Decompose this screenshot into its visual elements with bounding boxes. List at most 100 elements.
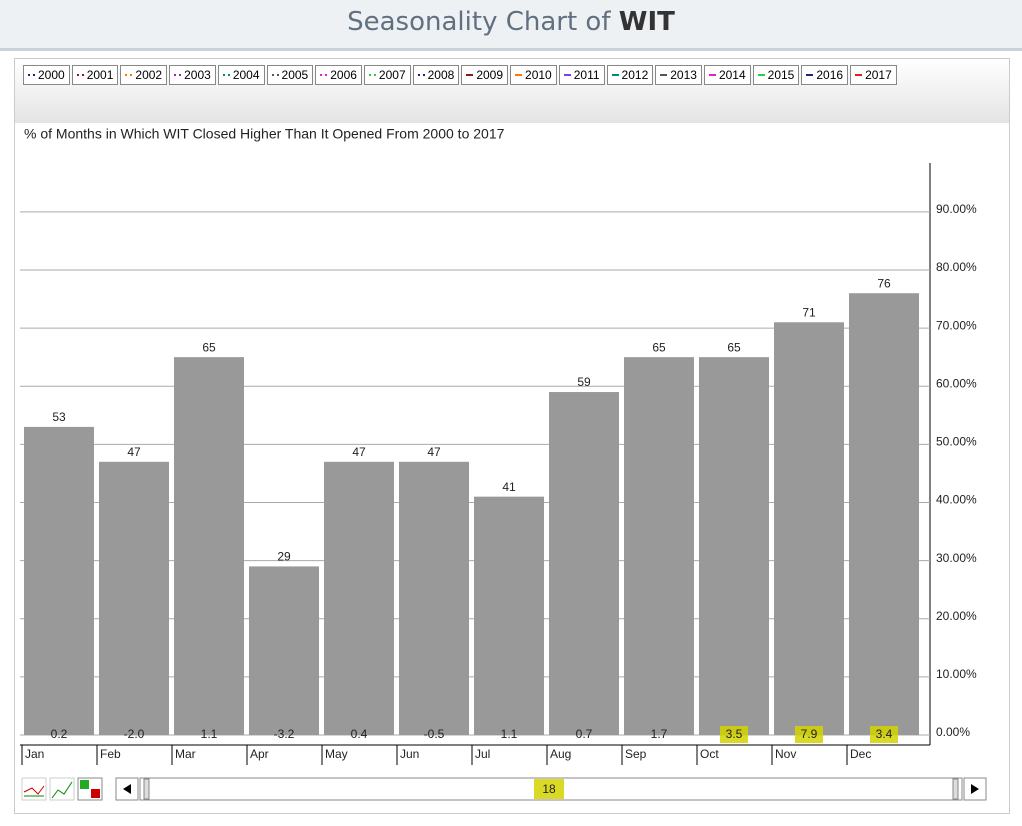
average-return-label: 3.4 bbox=[876, 727, 893, 741]
legend-swatch bbox=[320, 74, 328, 76]
legend-swatch bbox=[174, 74, 182, 76]
header: Seasonality Chart of WIT bbox=[0, 0, 1022, 51]
average-return-label: 0.2 bbox=[51, 727, 68, 741]
y-tick-label: 0.00% bbox=[936, 725, 970, 739]
legend-item[interactable]: 2000 bbox=[23, 65, 70, 85]
value-label: 41 bbox=[502, 480, 516, 494]
x-tick-label: May bbox=[325, 747, 348, 761]
x-tick-label: Oct bbox=[700, 747, 719, 761]
y-tick-label: 40.00% bbox=[936, 493, 977, 507]
legend-item[interactable]: 2010 bbox=[510, 65, 557, 85]
legend-swatch bbox=[466, 74, 474, 76]
legend-label: 2004 bbox=[232, 68, 260, 82]
legend-swatch bbox=[28, 74, 35, 76]
legend-item[interactable]: 2016 bbox=[801, 65, 849, 85]
x-tick-label: Jan bbox=[25, 747, 44, 761]
legend-item[interactable]: 2017 bbox=[850, 65, 897, 85]
bar bbox=[549, 392, 619, 735]
legend-label: 2006 bbox=[330, 68, 357, 82]
value-label: 65 bbox=[652, 340, 666, 354]
legend-item[interactable]: 2008 bbox=[412, 65, 460, 85]
legend-swatch bbox=[806, 74, 814, 76]
legend-item[interactable]: 2013 bbox=[655, 65, 702, 85]
value-label: 53 bbox=[52, 410, 66, 424]
average-return-label: 7.9 bbox=[801, 727, 818, 741]
highlight bbox=[534, 779, 564, 799]
x-tick-label: Jun bbox=[400, 747, 419, 761]
legend-label: 2001 bbox=[86, 68, 114, 82]
legend-swatch bbox=[855, 74, 863, 76]
legend-swatch bbox=[660, 74, 668, 76]
legend-item[interactable]: 2001 bbox=[71, 65, 119, 85]
y-tick-label: 60.00% bbox=[936, 376, 977, 390]
title: Seasonality Chart of bbox=[347, 7, 611, 37]
legend-item[interactable]: 2006 bbox=[315, 65, 362, 85]
chart-subtitle: % of Months in Which WIT Closed Higher T… bbox=[24, 126, 505, 142]
legend-item[interactable]: 2002 bbox=[120, 65, 168, 85]
average-return-label: 1.1 bbox=[501, 727, 518, 741]
x-tick-label: Apr bbox=[250, 747, 269, 761]
bar bbox=[474, 496, 544, 735]
average-return-label: -0.5 bbox=[424, 727, 445, 741]
legend-swatch bbox=[125, 74, 133, 76]
bar bbox=[399, 461, 469, 735]
legend-swatch bbox=[271, 74, 279, 76]
bar bbox=[324, 461, 394, 735]
value-label: 59 bbox=[577, 375, 591, 389]
y-tick-label: 70.00% bbox=[936, 318, 977, 332]
x-tick-label: Feb bbox=[100, 747, 121, 761]
ticker: WIT bbox=[618, 7, 675, 37]
legend-label: 2008 bbox=[427, 68, 455, 82]
bar bbox=[249, 566, 319, 735]
x-tick-label: Jul bbox=[475, 747, 490, 761]
legend-swatch bbox=[611, 74, 619, 76]
bar bbox=[174, 357, 244, 735]
average-return-label: 3.5 bbox=[726, 727, 743, 741]
legend-swatch bbox=[515, 74, 523, 76]
x-tick-label: Mar bbox=[175, 747, 196, 761]
legend-item[interactable]: 2003 bbox=[169, 65, 216, 85]
legend-label: 2003 bbox=[184, 68, 211, 82]
legend-label: 2000 bbox=[38, 68, 65, 82]
bar bbox=[774, 322, 844, 735]
legend-label: 2013 bbox=[670, 68, 697, 82]
legend-label: 2005 bbox=[281, 68, 309, 82]
average-return-label: 0.4 bbox=[351, 727, 368, 741]
value-label: 65 bbox=[202, 340, 216, 354]
y-tick-label: 20.00% bbox=[936, 609, 977, 623]
legend-swatch bbox=[222, 74, 230, 76]
value-label: 71 bbox=[802, 305, 816, 319]
legend-item[interactable]: 2014 bbox=[703, 65, 751, 85]
legend-item[interactable]: 2011 bbox=[558, 65, 605, 85]
average-return-label: -2.0 bbox=[124, 727, 145, 741]
legend-item[interactable]: 2012 bbox=[606, 65, 654, 85]
legend-swatch bbox=[757, 74, 765, 76]
legend-item[interactable]: 2007 bbox=[363, 65, 411, 85]
x-tick-label: Nov bbox=[775, 747, 796, 761]
legend-label: 2016 bbox=[816, 68, 844, 82]
average-return-label: 1.7 bbox=[651, 727, 668, 741]
legend-item[interactable]: 2004 bbox=[217, 65, 265, 85]
value-label: 47 bbox=[427, 445, 441, 459]
toolbar-icons bbox=[21, 777, 987, 801]
value-label: 29 bbox=[277, 550, 291, 564]
value-label: 47 bbox=[127, 445, 141, 459]
highlight bbox=[720, 726, 748, 743]
chart-frame: 2000 2001 2002 2003 2004 2005 2006 2007 2008 2009… bbox=[14, 58, 1010, 814]
x-tick-label: Dec bbox=[850, 747, 871, 761]
average-return-label: 0.7 bbox=[576, 727, 593, 741]
value-label: 65 bbox=[727, 340, 741, 354]
bar bbox=[99, 461, 169, 735]
highlight bbox=[795, 726, 823, 743]
legend-swatch bbox=[563, 74, 571, 76]
legend-label: 2002 bbox=[135, 68, 163, 82]
legend-label: 2010 bbox=[525, 68, 552, 82]
legend-item[interactable]: 2009 bbox=[461, 65, 509, 85]
legend-item[interactable]: 2015 bbox=[752, 65, 800, 85]
value-label: 47 bbox=[352, 445, 366, 459]
legend-label: 2015 bbox=[767, 68, 795, 82]
y-tick-label: 90.00% bbox=[936, 202, 977, 216]
legend-swatch bbox=[368, 74, 376, 76]
legend-item[interactable]: 2005 bbox=[266, 65, 314, 85]
